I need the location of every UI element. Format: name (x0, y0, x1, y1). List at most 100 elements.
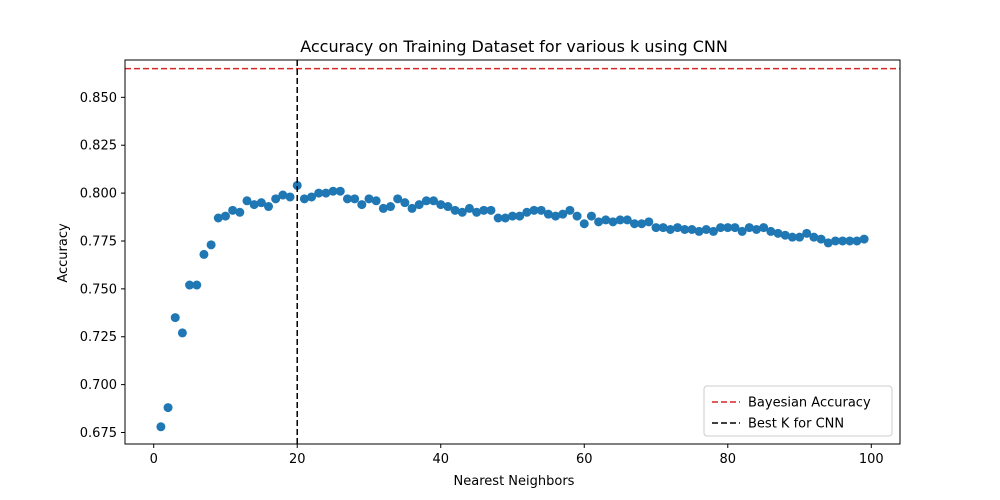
data-point (278, 190, 288, 200)
data-point (830, 236, 840, 246)
y-axis-label: Accuracy (56, 223, 71, 283)
data-point (773, 228, 783, 238)
data-point (845, 236, 855, 246)
data-point (235, 207, 245, 217)
data-point (421, 196, 431, 206)
data-point (472, 207, 482, 217)
data-point (328, 186, 338, 196)
data-point (192, 280, 202, 290)
data-point (436, 200, 446, 210)
data-point (608, 217, 618, 227)
data-point (199, 249, 209, 259)
data-point (479, 205, 489, 215)
data-point (386, 202, 396, 212)
data-point (565, 205, 575, 215)
data-point (572, 211, 582, 221)
data-point (687, 224, 697, 234)
y-tick-label: 0.750 (80, 282, 117, 297)
data-point (551, 211, 561, 221)
data-point (486, 205, 496, 215)
data-point (371, 196, 381, 206)
data-point (450, 205, 460, 215)
data-point (816, 234, 826, 244)
data-point (723, 223, 733, 233)
data-point (637, 219, 647, 229)
data-point (701, 224, 711, 234)
data-point (393, 194, 403, 204)
data-point (357, 200, 367, 210)
legend: Bayesian Accuracy Best K for CNN (703, 385, 893, 437)
data-point (802, 228, 812, 238)
data-point (314, 188, 324, 198)
data-point (615, 215, 625, 225)
y-tick-label: 0.675 (80, 426, 117, 441)
data-point (271, 194, 281, 204)
data-point (529, 205, 539, 215)
data-point (292, 180, 302, 190)
data-point (766, 226, 776, 236)
data-point (744, 223, 754, 233)
data-point (264, 202, 274, 212)
y-tick-label: 0.700 (80, 378, 117, 393)
data-point (665, 224, 675, 234)
data-point (658, 223, 668, 233)
data-point (795, 232, 805, 242)
data-point (622, 215, 632, 225)
data-point (242, 196, 252, 206)
data-point (321, 188, 331, 198)
data-point (651, 223, 661, 233)
data-point (522, 207, 532, 217)
data-point (708, 226, 718, 236)
data-point (859, 234, 869, 244)
data-point (515, 211, 525, 221)
data-point (629, 219, 639, 229)
y-tick-label: 0.725 (80, 330, 117, 345)
data-point (156, 422, 166, 432)
data-point (543, 209, 553, 219)
data-point (335, 186, 345, 196)
data-point (493, 213, 503, 223)
data-point (414, 200, 424, 210)
y-tick-label: 0.825 (80, 139, 117, 154)
data-point (285, 192, 295, 202)
chart-title: Accuracy on Training Dataset for various… (300, 37, 728, 56)
data-point (787, 232, 797, 242)
data-point (213, 213, 223, 223)
x-tick-label: 20 (289, 452, 306, 467)
data-point (823, 238, 833, 248)
data-point (220, 211, 230, 221)
legend-box (703, 385, 893, 437)
plot-area: 0 20 40 60 80 100 0.675 0.700 0.725 0.750 0.775 0.8… (80, 59, 901, 467)
x-tick-label: 80 (720, 452, 737, 467)
data-point (838, 236, 848, 246)
data-point (407, 203, 417, 213)
legend-label: Bayesian Accuracy (748, 396, 871, 411)
data-point (694, 226, 704, 236)
data-point (350, 194, 360, 204)
data-point (177, 328, 187, 338)
data-point (185, 280, 195, 290)
data-point (594, 217, 604, 227)
data-point (737, 226, 747, 236)
x-tick-label: 60 (576, 452, 593, 467)
data-point (644, 217, 654, 227)
x-tick-label: 100 (859, 452, 884, 467)
x-tick-label: 0 (150, 452, 158, 467)
legend-label: Best K for CNN (748, 417, 844, 432)
data-point (730, 223, 740, 233)
data-point (751, 224, 761, 234)
data-point (364, 194, 374, 204)
data-point (170, 313, 180, 323)
x-tick-label: 40 (432, 452, 449, 467)
data-point (299, 194, 309, 204)
data-point (809, 232, 819, 242)
data-point (307, 192, 317, 202)
data-point (464, 203, 474, 213)
data-point (500, 213, 510, 223)
data-point (601, 215, 611, 225)
data-point (400, 198, 410, 208)
data-point (163, 403, 173, 413)
data-point (342, 194, 352, 204)
data-point (716, 223, 726, 233)
